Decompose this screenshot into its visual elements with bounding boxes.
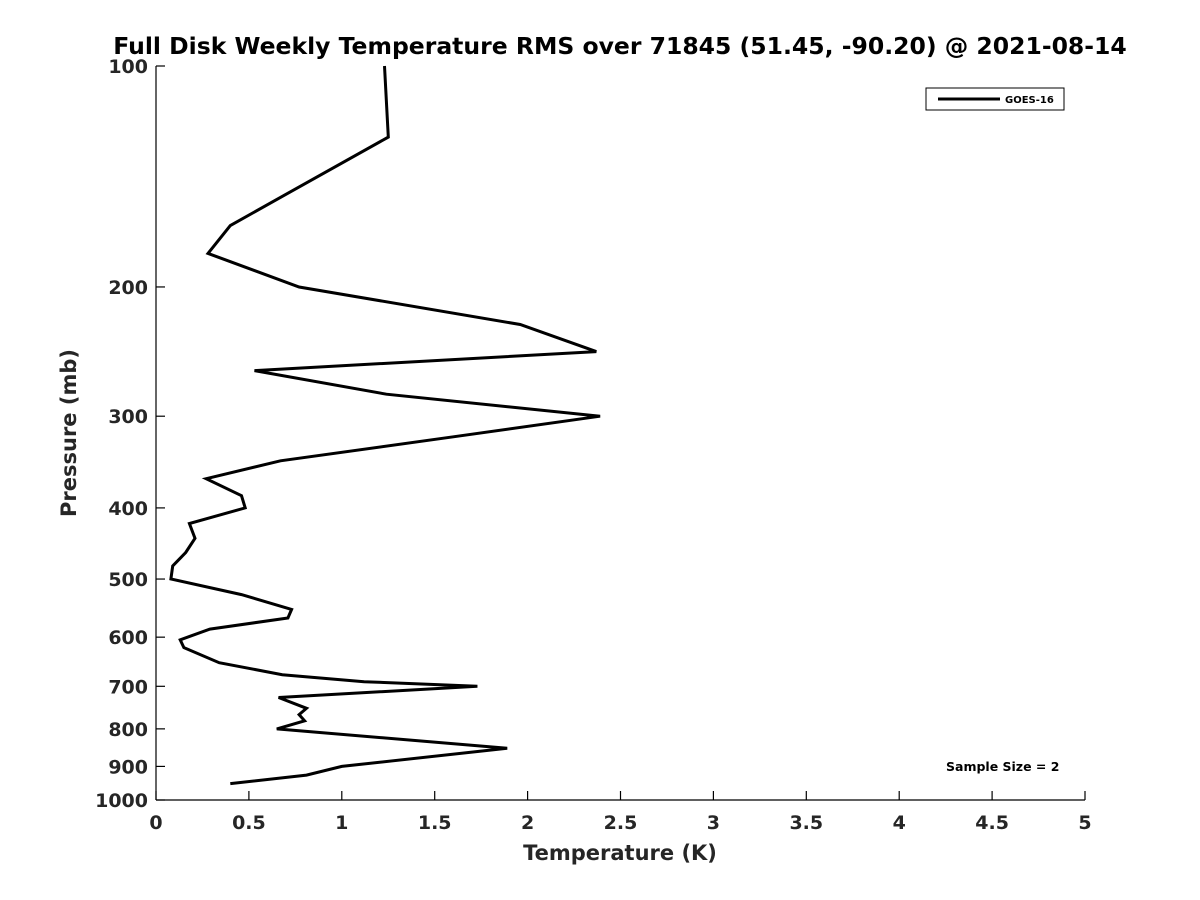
x-tick-label: 0.5 xyxy=(232,812,266,834)
y-tick-label: 500 xyxy=(108,569,148,591)
y-tick-label: 700 xyxy=(108,676,148,698)
chart-title: Full Disk Weekly Temperature RMS over 71… xyxy=(113,32,1127,60)
y-tick-label: 200 xyxy=(108,277,148,299)
y-tick-label: 1000 xyxy=(95,790,148,812)
y-tick-label: 600 xyxy=(108,627,148,649)
y-tick-label: 300 xyxy=(108,406,148,428)
legend-label: GOES-16 xyxy=(1005,95,1054,106)
x-tick-label: 4.5 xyxy=(975,812,1009,834)
x-tick-label: 1 xyxy=(335,812,348,834)
y-tick-label: 900 xyxy=(108,756,148,778)
x-tick-label: 2 xyxy=(521,812,534,834)
axes-frame xyxy=(155,66,1085,801)
x-tick-label: 2.5 xyxy=(604,812,638,834)
sample-size-annotation: Sample Size = 2 xyxy=(946,759,1059,774)
x-ticks: 0 0.5 1 1.5 2 2.5 3 3.5 4 4.5 5 xyxy=(149,791,1092,834)
x-tick-label: 4 xyxy=(893,812,906,834)
y-axis-label: Pressure (mb) xyxy=(57,349,81,517)
x-tick-label: 1.5 xyxy=(418,812,452,834)
x-tick-label: 3 xyxy=(707,812,720,834)
legend: GOES-16 xyxy=(925,87,1065,111)
series-line-goes-16 xyxy=(169,65,601,786)
x-tick-label: 5 xyxy=(1078,812,1091,834)
y-tick-label: 400 xyxy=(108,498,148,520)
x-axis-label: Temperature (K) xyxy=(523,841,717,865)
x-tick-label: 0 xyxy=(149,812,162,834)
y-ticks: 100 200 300 400 500 600 700 800 900 1000 xyxy=(95,56,165,812)
x-tick-label: 3.5 xyxy=(789,812,823,834)
y-tick-label: 100 xyxy=(108,56,148,78)
y-tick-label: 800 xyxy=(108,719,148,741)
